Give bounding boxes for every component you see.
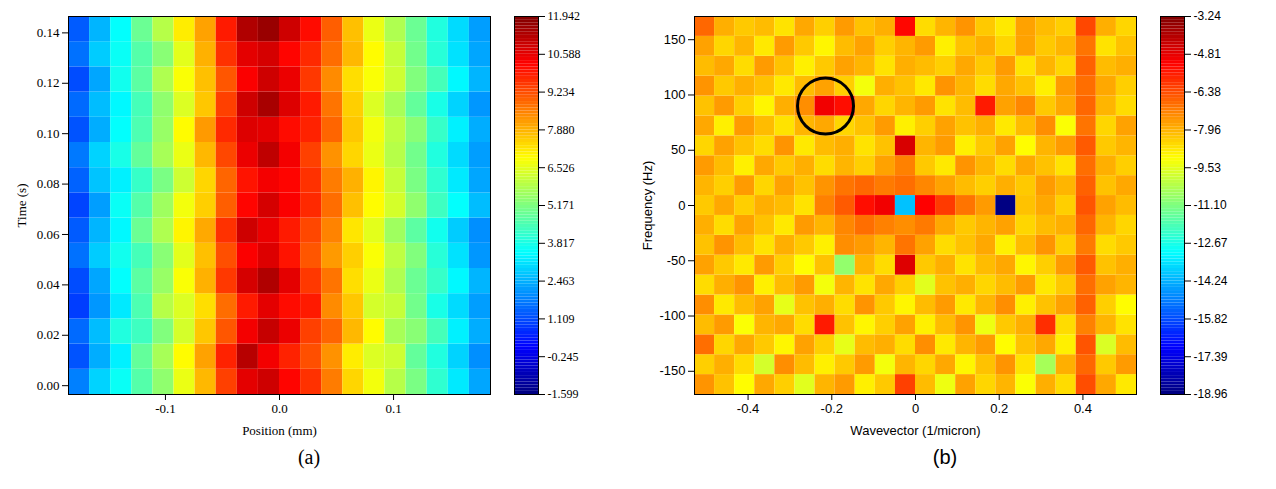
svg-text:9.234: 9.234 bbox=[548, 85, 575, 99]
svg-text:0.00: 0.00 bbox=[37, 378, 60, 393]
svg-text:-15.82: -15.82 bbox=[1194, 312, 1228, 326]
svg-text:150: 150 bbox=[664, 32, 686, 47]
svg-text:0.04: 0.04 bbox=[37, 277, 60, 292]
html-text:(a): (a) bbox=[297, 446, 321, 468]
svg-text:3.817: 3.817 bbox=[548, 236, 575, 250]
svg-text:0.12: 0.12 bbox=[37, 75, 60, 90]
svg-text:1.109: 1.109 bbox=[548, 312, 575, 326]
svg-text:-14.24: -14.24 bbox=[1194, 274, 1228, 288]
svg-text:-100: -100 bbox=[659, 308, 685, 323]
svg-text:-0.4: -0.4 bbox=[737, 401, 759, 416]
svg-text:0.2: 0.2 bbox=[990, 401, 1008, 416]
html-text:(b): (b) bbox=[932, 446, 958, 468]
svg-text:0.0: 0.0 bbox=[271, 401, 287, 416]
svg-text:6.526: 6.526 bbox=[548, 161, 575, 175]
svg-text:-9.53: -9.53 bbox=[1194, 161, 1222, 175]
svg-text:-6.38: -6.38 bbox=[1194, 85, 1222, 99]
svg-text:100: 100 bbox=[664, 87, 686, 102]
svg-text:0.1: 0.1 bbox=[385, 401, 401, 416]
svg-text:-17.39: -17.39 bbox=[1194, 350, 1228, 364]
svg-text:-0.1: -0.1 bbox=[155, 401, 176, 416]
svg-text:0.10: 0.10 bbox=[37, 126, 60, 141]
svg-text:0.4: 0.4 bbox=[1074, 401, 1092, 416]
svg-text:Wavevector (1/micron): Wavevector (1/micron) bbox=[850, 423, 980, 438]
svg-text:-18.96: -18.96 bbox=[1194, 387, 1228, 401]
svg-text:-1.599: -1.599 bbox=[548, 387, 579, 401]
svg-text:-12.67: -12.67 bbox=[1194, 236, 1228, 250]
svg-text:-11.10: -11.10 bbox=[1194, 198, 1227, 212]
svg-text:-3.24: -3.24 bbox=[1194, 9, 1222, 23]
svg-text:0.14: 0.14 bbox=[37, 25, 60, 40]
svg-text:-150: -150 bbox=[659, 363, 685, 378]
svg-text:50: 50 bbox=[671, 142, 685, 157]
svg-text:-0.245: -0.245 bbox=[548, 350, 579, 364]
svg-text:10.588: 10.588 bbox=[548, 47, 581, 61]
svg-text:0.02: 0.02 bbox=[37, 327, 60, 342]
svg-text:0.06: 0.06 bbox=[37, 227, 60, 242]
svg-text:5.171: 5.171 bbox=[548, 198, 575, 212]
svg-text:0: 0 bbox=[678, 198, 685, 213]
svg-text:0.08: 0.08 bbox=[37, 176, 60, 191]
svg-text:2.463: 2.463 bbox=[548, 274, 575, 288]
svg-text:-4.81: -4.81 bbox=[1194, 47, 1222, 61]
svg-text:11.942: 11.942 bbox=[548, 9, 581, 23]
svg-text:0: 0 bbox=[912, 401, 919, 416]
svg-text:-50: -50 bbox=[667, 253, 686, 268]
svg-text:-7.96: -7.96 bbox=[1194, 123, 1222, 137]
svg-text:Time (s): Time (s) bbox=[14, 184, 29, 228]
svg-text:7.880: 7.880 bbox=[548, 123, 575, 137]
svg-text:Position (mm): Position (mm) bbox=[242, 423, 317, 438]
svg-text:Frequency (Hz): Frequency (Hz) bbox=[640, 161, 655, 251]
svg-text:-0.2: -0.2 bbox=[821, 401, 843, 416]
